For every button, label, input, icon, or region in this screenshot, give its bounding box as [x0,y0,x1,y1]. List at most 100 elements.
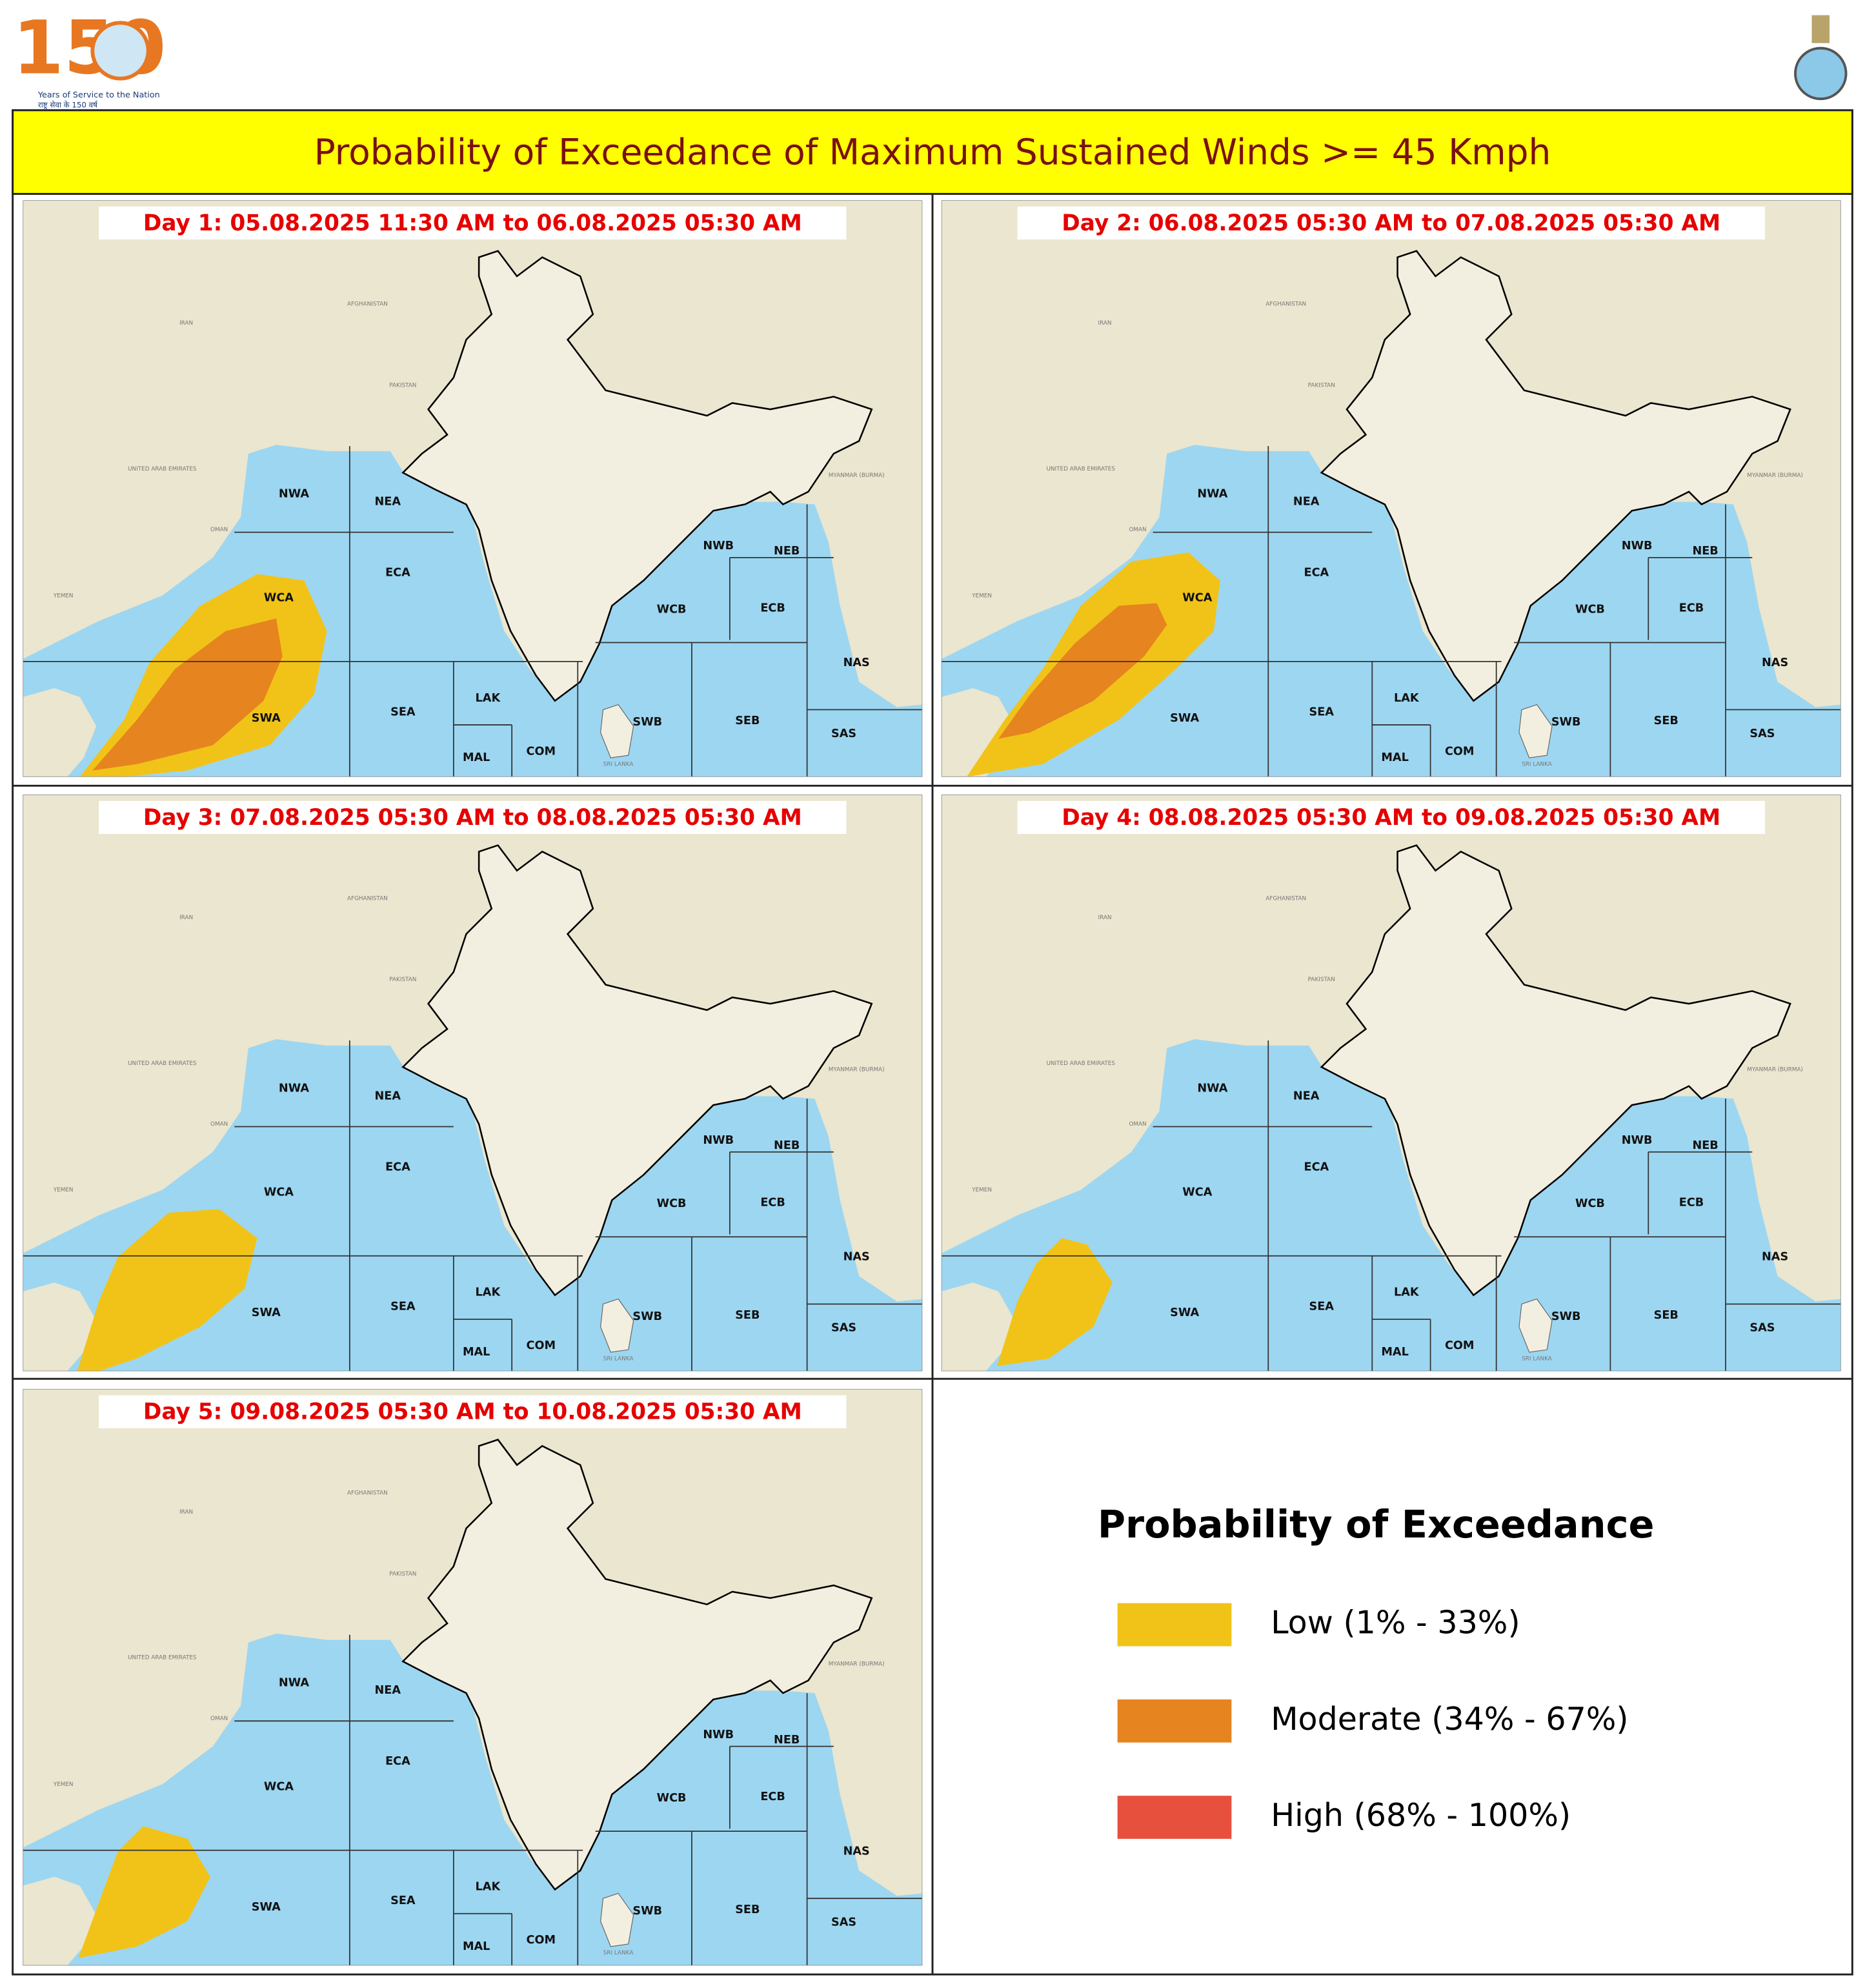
country-label: IRAN [179,1509,193,1516]
country-label: AFGHANISTAN [1265,301,1306,308]
region-label: LAK [476,1881,501,1894]
region-label: NWB [703,1134,734,1147]
region-label: NWB [703,540,734,553]
title-bar [12,109,1853,195]
probability-area [997,1238,1113,1366]
region-label: MAL [463,1940,490,1953]
emblem [1794,15,1848,101]
land-somalia [941,1282,1015,1372]
india [401,844,873,1297]
region-label: ECA [385,1161,410,1173]
region-label: NWA [279,1676,309,1689]
region-label: SEA [1309,705,1335,718]
region-label: SWB [632,1310,662,1323]
india [401,250,873,702]
region-label: MAL [463,751,490,764]
day-label-box [1017,800,1765,834]
country-label: AFGHANISTAN [347,301,388,308]
logo: 150 Years of Service to the Nation राष्ट… [13,5,166,110]
region-label: LAK [1394,1286,1420,1299]
region-label: SEA [1309,1300,1335,1313]
probability-area [92,618,283,771]
region-label: NEB [774,1139,800,1152]
country-label: AFGHANISTAN [1265,896,1306,902]
region-label: NEB [774,545,800,558]
country-label: MYANMAR (BURMA) [829,1067,885,1073]
country-label: YEMEN [971,1187,992,1193]
country-label: YEMEN [53,593,74,599]
country-label: YEMEN [53,1781,74,1788]
region-label: SEA [390,1300,416,1313]
day-label: Day 1: 05.08.2025 11:30 AM to 06.08.2025… [143,210,802,236]
day-label: Day 5: 09.08.2025 05:30 AM to 10.08.2025… [143,1399,802,1425]
region-label: COM [1445,745,1475,758]
region-label: SWA [252,1306,281,1319]
region-label: ECB [1679,1196,1704,1209]
legend-label: Moderate (34% - 67%) [1271,1700,1628,1738]
region-label: ECA [1304,566,1329,579]
map-panel: NWA NEA ECA WCA SWA SEA LAK MAL COM NWB NEB WCB ECB S… [941,795,1841,1372]
country-label: YEMEN [53,1187,74,1193]
legend: Probability of Exceedance Low (1% - 33%)… [1098,1502,1654,1839]
region-label: NAS [1762,1251,1788,1264]
probability-area [77,1209,257,1372]
region-label: SAS [1749,1322,1775,1335]
day-label-box [99,800,847,834]
region-label: NWA [279,1082,309,1095]
region-label: NEA [375,1090,401,1102]
region-label: NEA [1293,496,1320,509]
region-label: COM [527,1934,556,1947]
land-somalia [23,688,97,777]
map: NWA NEA ECA WCA SWA SEA LAK MAL COM NWB NEB WCB ECB S… [941,795,1841,1372]
region-label: SEB [735,715,760,727]
region-label: SAS [831,1322,856,1335]
country-label: SRI LANKA [1522,1355,1552,1362]
sri-lanka [600,1892,634,1947]
region-label: NAS [843,1845,870,1858]
region-label: LAK [476,692,501,705]
country-label: MYANMAR (BURMA) [1747,1067,1803,1073]
map: NWA NEA ECA WCA SWA SEA LAK MAL COM NWB NEB WCB ECB S… [941,200,1841,777]
india [1320,250,1791,702]
region-label: SEB [1654,715,1678,727]
logo-text: Years of Service to the Nation [37,90,160,100]
region-label: NWB [703,1729,734,1741]
country-label: MYANMAR (BURMA) [829,472,885,479]
region-label: SWA [1170,712,1199,725]
country-label: MYANMAR (BURMA) [829,1661,885,1667]
region-label: NAS [843,1251,870,1264]
country-label: SRI LANKA [603,1355,634,1362]
logo-hindi: राष्ट्र सेवा के 150 वर्ष [38,100,98,109]
country-label: IRAN [1098,915,1111,921]
sri-lanka [600,704,634,758]
title: Probability of Exceedance of Maximum Sus… [314,132,1551,173]
region-label: MAL [1381,751,1408,764]
region-label: SAS [831,1916,856,1929]
legend-label: Low (1% - 33%) [1271,1604,1520,1641]
region-label: WCB [1575,603,1605,616]
emblem-top [1811,15,1830,43]
region-label: NWB [1622,1134,1653,1147]
probability-area [78,1826,210,1958]
region-label: COM [527,745,556,758]
region-label: NAS [843,656,870,669]
country-label: OMAN [210,527,228,533]
region-label: SEA [390,1894,416,1907]
country-label: IRAN [179,320,193,327]
region-label: WCA [264,592,294,605]
country-label: YEMEN [971,593,992,599]
logo-emblem [90,21,150,81]
country-label: PAKISTAN [389,977,416,983]
region-label: WCB [657,1197,687,1210]
region-label: WCB [657,1792,687,1805]
day-label: Day 3: 07.08.2025 05:30 AM to 08.08.2025… [143,805,802,831]
country-label: SRI LANKA [1522,761,1552,767]
region-label: SWA [252,1901,281,1914]
country-label: OMAN [210,1716,228,1722]
region-label: SWB [1551,716,1581,729]
country-label: PAKISTAN [1308,382,1335,389]
region-label: MAL [1381,1346,1408,1359]
sri-lanka [1518,1298,1553,1353]
ocean [941,1039,1841,1372]
